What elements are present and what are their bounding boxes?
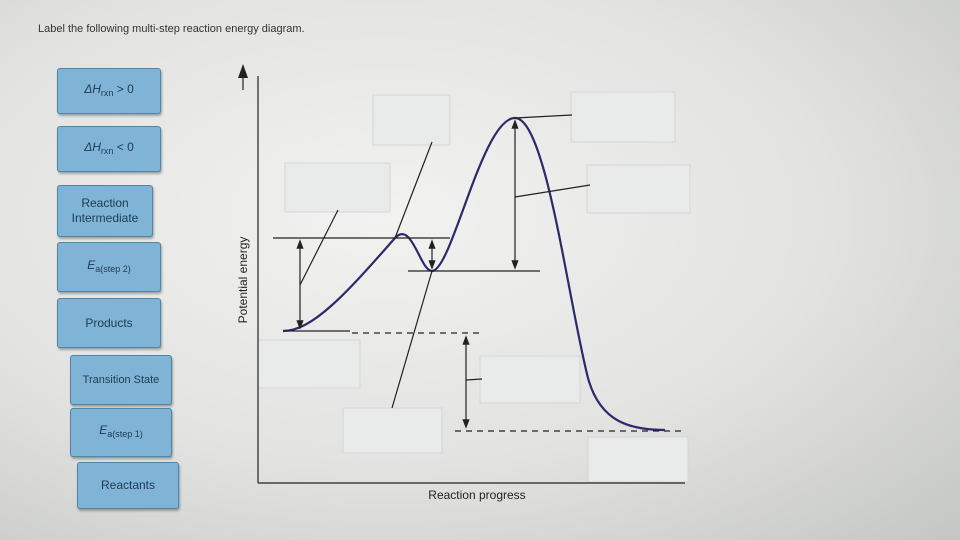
chip-relation: > 0: [113, 81, 134, 96]
drop-zone[interactable]: [342, 407, 443, 454]
drop-zone[interactable]: [587, 436, 689, 483]
instruction: Label the following multi-step reaction …: [38, 23, 305, 35]
chip-text: Ea(step 2): [87, 258, 131, 277]
chip-label: Reactants: [100, 478, 156, 492]
chip-relation: < 0: [113, 139, 134, 154]
label-chip[interactable]: Reactants: [77, 462, 179, 509]
leader-line: [514, 114, 573, 119]
chip-subscript: rxn: [100, 87, 114, 98]
chip-symbol: ΔH: [84, 139, 101, 154]
label-chip[interactable]: Ea(step 1): [70, 408, 172, 457]
chip-subscript: rxn: [100, 145, 114, 156]
chip-text: Reaction Intermediate: [58, 196, 152, 226]
label-chip[interactable]: ΔHrxn < 0: [57, 126, 161, 172]
energy-curve: [282, 116, 666, 432]
leader-line: [514, 184, 591, 198]
drop-zone[interactable]: [257, 339, 361, 389]
label-chip[interactable]: Transition State: [70, 355, 172, 405]
chip-symbol: E: [87, 257, 96, 272]
drop-zones: [257, 91, 691, 483]
label-chip[interactable]: Products: [57, 298, 161, 348]
drop-zone[interactable]: [570, 91, 676, 143]
drop-zone[interactable]: [372, 94, 451, 146]
leader-line: [299, 209, 339, 286]
chip-label: Products: [85, 315, 133, 330]
chip-text: Ea(step 1): [99, 423, 143, 442]
label-chip[interactable]: Reaction Intermediate: [57, 185, 153, 237]
chip-subscript: a(step 2): [95, 263, 131, 274]
y-axis-label: Potential energy: [236, 237, 250, 324]
leader-line: [465, 378, 483, 381]
drop-zone[interactable]: [284, 162, 391, 213]
leader-line: [394, 141, 433, 239]
x-axis-label: Reaction progress: [428, 488, 525, 502]
chip-text: ΔHrxn < 0: [84, 140, 134, 159]
leader-line: [391, 270, 433, 409]
label-chip[interactable]: Ea(step 2): [57, 242, 161, 292]
chip-text: ΔHrxn > 0: [84, 82, 134, 101]
drop-zone[interactable]: [479, 355, 581, 404]
chip-text: Reactants: [101, 478, 155, 493]
chip-text: Transition State: [83, 373, 160, 388]
chip-text: Products: [85, 316, 132, 331]
label-chip[interactable]: ΔHrxn > 0: [57, 68, 161, 114]
chip-subscript: a(step 1): [107, 429, 143, 439]
chip-symbol: ΔH: [84, 81, 101, 96]
drop-zone[interactable]: [586, 164, 691, 214]
chip-symbol: E: [99, 423, 108, 437]
axis-arrow: [238, 64, 248, 78]
chip-label: Reaction Intermediate: [71, 196, 139, 225]
chip-label: Transition State: [82, 373, 160, 386]
